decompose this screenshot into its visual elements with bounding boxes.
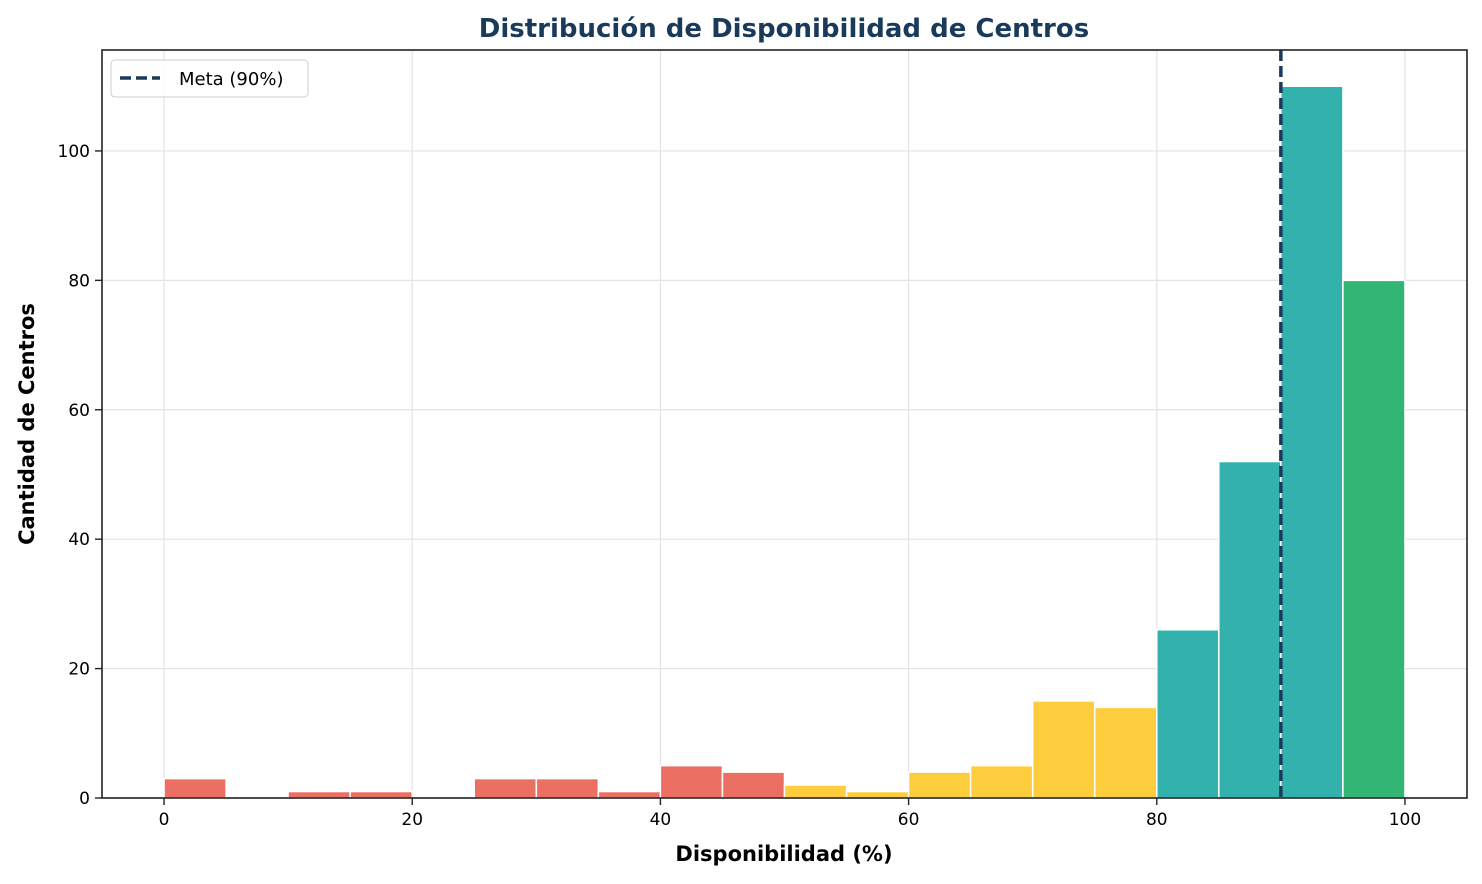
histogram-bar: [1093, 706, 1158, 799]
histogram-bar: [907, 771, 972, 799]
histogram-bar: [845, 790, 910, 799]
histogram-bar: [1280, 85, 1344, 799]
y-tick-label: 40: [68, 530, 90, 550]
histogram-bar: [349, 790, 413, 799]
histogram-bar: [1218, 460, 1282, 799]
bars: [163, 85, 1406, 799]
histogram-bar: [287, 790, 351, 799]
x-tick-label: 60: [898, 810, 920, 830]
x-tick-label: 80: [1146, 810, 1168, 830]
histogram-bar: [721, 771, 786, 799]
legend: Meta (90%): [110, 59, 309, 98]
ticks: 0 20 40 60 80 100 0 20 40 60 80 100: [58, 142, 1422, 830]
histogram-bar: [969, 764, 1034, 799]
x-tick-label: 100: [1389, 810, 1421, 830]
legend-box: [110, 59, 309, 98]
y-tick-label: 0: [79, 789, 90, 809]
y-tick-label: 60: [68, 401, 90, 421]
chart-title: Distribución de Disponibilidad de Centro…: [479, 14, 1089, 44]
y-tick-label: 20: [68, 660, 90, 680]
histogram-bar: [163, 777, 227, 799]
histogram-bar: [597, 790, 662, 799]
y-axis-label: Cantidad de Centros: [15, 303, 39, 545]
histogram-bar: [1342, 279, 1406, 799]
x-axis-label: Disponibilidad (%): [675, 842, 892, 866]
y-tick-label: 80: [68, 271, 90, 291]
histogram-bar: [535, 777, 600, 799]
histogram-bar: [1156, 629, 1220, 799]
histogram-bar: [783, 784, 848, 799]
histogram-bar: [473, 777, 538, 799]
x-tick-label: 20: [401, 810, 423, 830]
x-tick-label: 40: [650, 810, 672, 830]
histogram-bar: [1031, 700, 1096, 799]
legend-label: Meta (90%): [179, 69, 283, 90]
histogram-bar: [659, 764, 724, 799]
y-tick-label: 100: [58, 142, 90, 162]
x-tick-label: 0: [159, 810, 170, 830]
plot-frame: [101, 49, 1468, 799]
